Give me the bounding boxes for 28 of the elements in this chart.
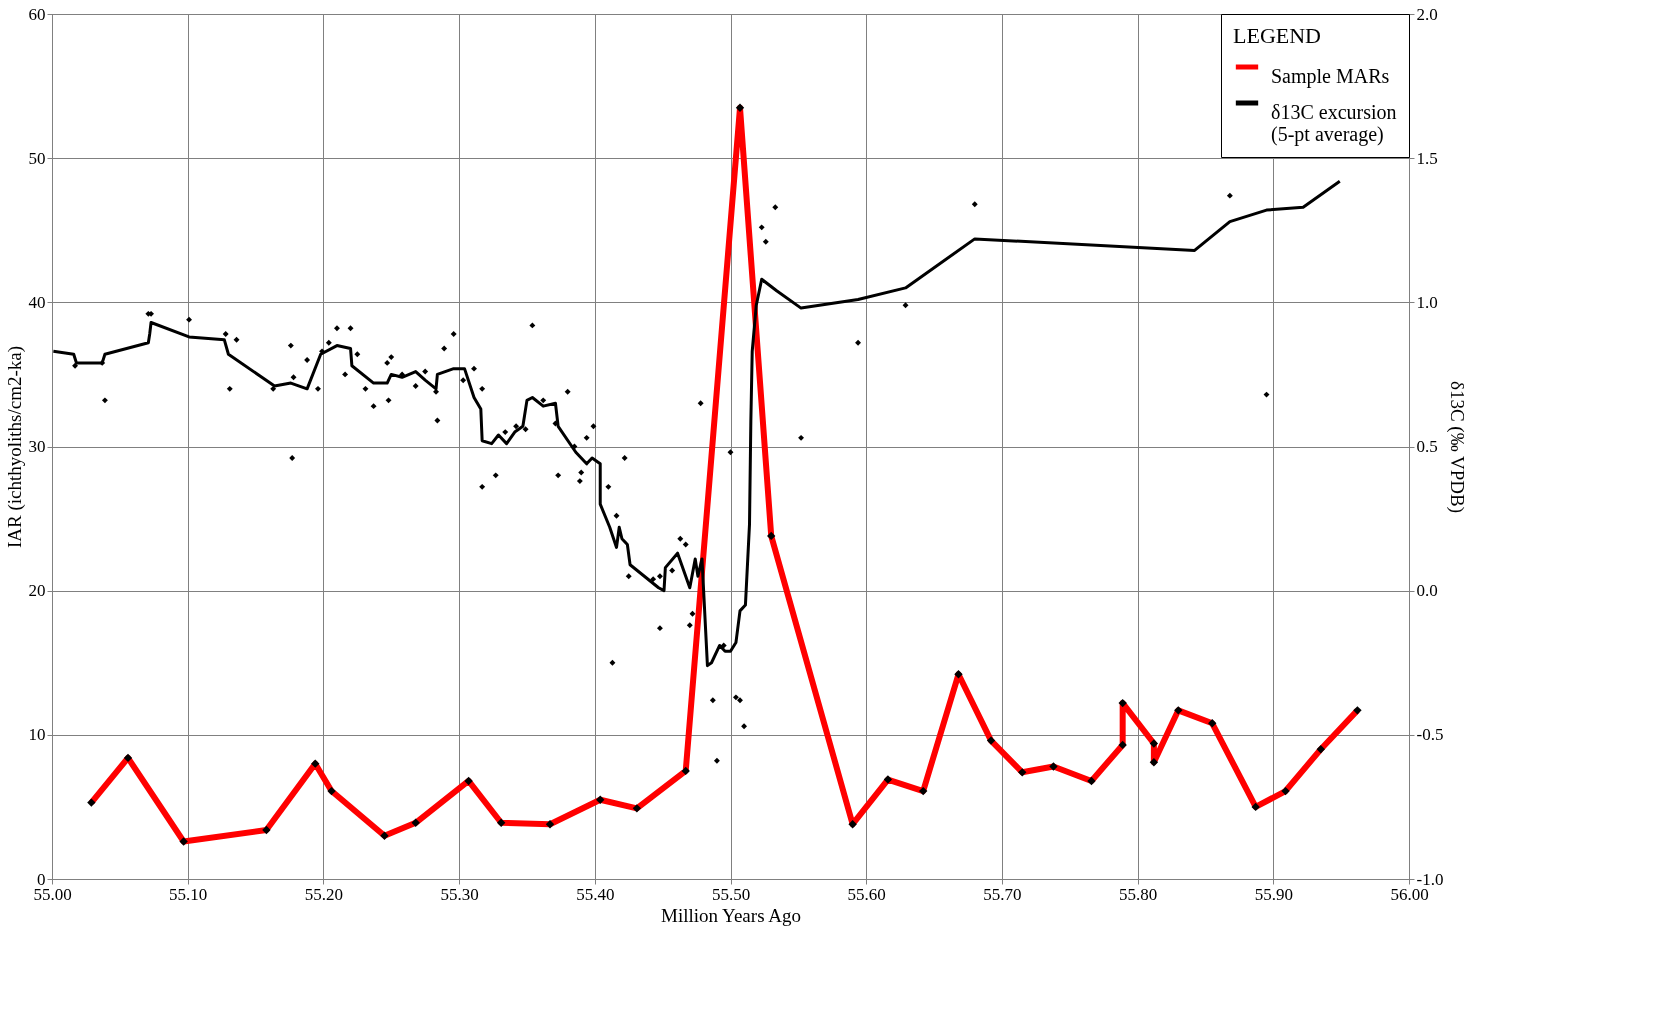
- y-tick-label: 30: [28, 437, 46, 456]
- y-tick-label: 40: [28, 292, 46, 312]
- x-tick-label: 55.10: [169, 884, 208, 904]
- x-tick-label: 55.60: [847, 884, 886, 904]
- x-tick-label: 55.20: [304, 884, 344, 904]
- y2-axis-title: δ13C (‰ VPDB): [1446, 380, 1469, 514]
- y2-tick-label: 1.5: [1416, 148, 1438, 168]
- y2-tick-label: 0.5: [1416, 437, 1438, 456]
- y2-tick-label: -0.5: [1416, 725, 1444, 745]
- legend-label: δ13C excursion (5-pt average): [1271, 101, 1397, 146]
- y-tick-label: 20: [28, 581, 46, 601]
- x-tick-label: 55.50: [711, 884, 751, 904]
- y2-tick-label: 1.0: [1416, 292, 1438, 312]
- x-tick-label: 55.40: [576, 884, 615, 904]
- y-axis-title: IAR (ichthyoliths/cm2-ka): [3, 345, 26, 549]
- y-tick-label: 10: [28, 725, 46, 745]
- legend-label: Sample MARs: [1271, 65, 1390, 88]
- x-tick-label: 55.80: [1118, 884, 1158, 904]
- y2-tick-label: 2.0: [1416, 4, 1438, 24]
- x-tick-label: 55.90: [1254, 884, 1293, 904]
- y-tick-label: 50: [28, 148, 46, 168]
- x-axis-title: Million Years Ago: [661, 904, 801, 926]
- x-tick-label: 55.70: [983, 884, 1022, 904]
- y-tick-label: 60: [28, 4, 46, 24]
- y2-tick-label: 0.0: [1416, 581, 1438, 601]
- legend-title: LEGEND: [1233, 23, 1321, 48]
- line-series: [52, 179, 1342, 668]
- x-tick-label: 55.30: [440, 884, 479, 904]
